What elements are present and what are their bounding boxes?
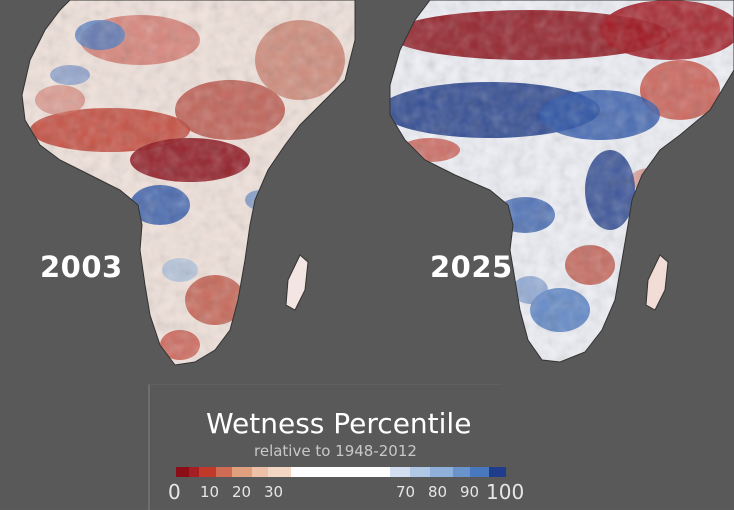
legend-color-bar [176,467,506,477]
madagascar-2025 [645,254,669,311]
legend: Wetness Percentile relative to 1948-2012… [148,384,524,510]
legend-subtitle: relative to 1948-2012 [254,442,417,460]
legend-swatch-10 [430,467,454,477]
tick-70: 70 [396,483,416,501]
africa-map-2025 [389,0,734,363]
legend-swatch-7 [291,467,391,477]
legend-swatch-9 [410,467,431,477]
legend-title: Wetness Percentile [206,407,472,440]
map-surface-2003 [22,0,355,365]
tick-30: 30 [264,483,284,501]
legend-swatch-2 [199,467,216,477]
tick-10: 10 [200,483,220,501]
tick-90: 90 [460,483,480,501]
legend-swatch-1 [189,467,200,477]
africa-map-2003 [21,0,356,366]
legend-swatch-3 [215,467,233,477]
year-label-2003: 2003 [40,250,123,284]
legend-swatch-11 [453,467,470,477]
tick-0: 0 [168,480,181,504]
legend-swatch-0 [176,467,190,477]
legend-swatch-12 [469,467,490,477]
legend-swatch-8 [390,467,411,477]
madagascar-2003 [285,254,309,311]
legend-swatch-6 [268,467,292,477]
year-label-2025: 2025 [430,250,513,284]
tick-20: 20 [232,483,252,501]
map-surface-2025 [390,0,734,362]
legend-swatch-5 [251,467,269,477]
tick-100: 100 [486,480,525,504]
legend-swatch-4 [232,467,252,477]
legend-swatch-13 [489,467,506,477]
tick-80: 80 [428,483,448,501]
